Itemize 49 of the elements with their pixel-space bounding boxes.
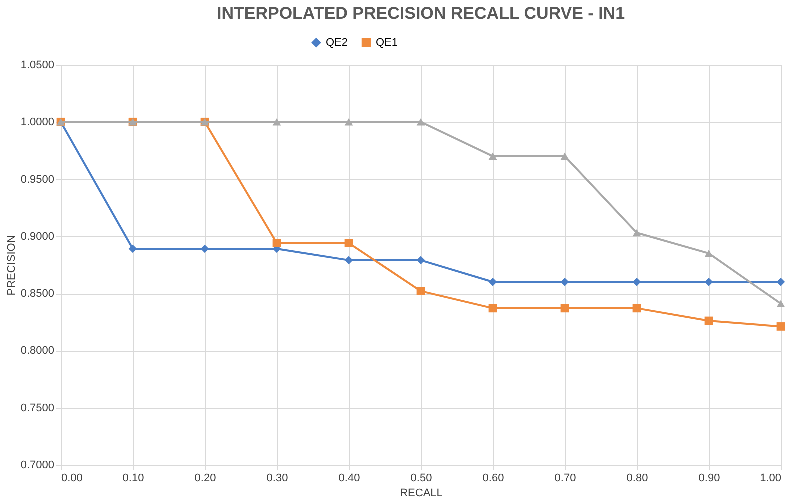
y-tick-label: 1.0500 [20,60,54,72]
x-tick-label: 0.20 [194,472,216,484]
x-tick-label: 0.40 [338,472,360,484]
x-tick-label: 0.50 [410,472,432,484]
x-tick-label: 0.00 [62,472,83,484]
point [704,278,714,286]
legend-label: QE2 [326,36,348,49]
x-axis-title: RECALL [400,488,443,500]
point [200,244,210,254]
point [560,278,570,286]
point [344,239,354,248]
y-tick-label: 0.7000 [20,460,54,472]
point [344,256,354,265]
point [560,304,570,313]
point [704,250,714,258]
legend-label: QE1 [376,36,398,49]
point [560,152,570,160]
y-axis-title: PRECISION [6,235,18,296]
point [776,322,786,331]
point [776,278,786,286]
chart-title: INTERPOLATED PRECISION RECALL CURVE - IN1 [216,4,626,23]
x-tick-label: 0.10 [122,472,144,484]
point [416,118,426,126]
y-tick-label: 0.9000 [20,230,54,243]
y-tick-label: 0.8000 [20,345,54,358]
point [272,239,282,248]
point [776,300,786,308]
x-tick-label: 0.30 [266,472,288,484]
point [128,244,138,254]
x-tick-label: 0.80 [626,472,648,484]
point [272,118,282,126]
y-tick-label: 1.0000 [20,116,54,129]
x-tick-label: 0.60 [482,472,504,484]
x-tick-label: 1.00 [760,472,782,484]
y-tick-label: 0.7500 [20,402,54,414]
y-tick-label: 0.9500 [20,174,54,186]
point [632,304,642,313]
point [416,287,426,296]
point [488,304,498,313]
y-tick-label: 0.8500 [20,288,54,300]
point [344,118,354,126]
point [488,152,498,160]
point [704,316,714,326]
point [416,256,426,265]
point [632,229,642,237]
point [488,278,498,286]
x-tick-label: 0.90 [698,472,720,484]
x-tick-label: 0.70 [554,472,576,484]
point [632,278,642,286]
